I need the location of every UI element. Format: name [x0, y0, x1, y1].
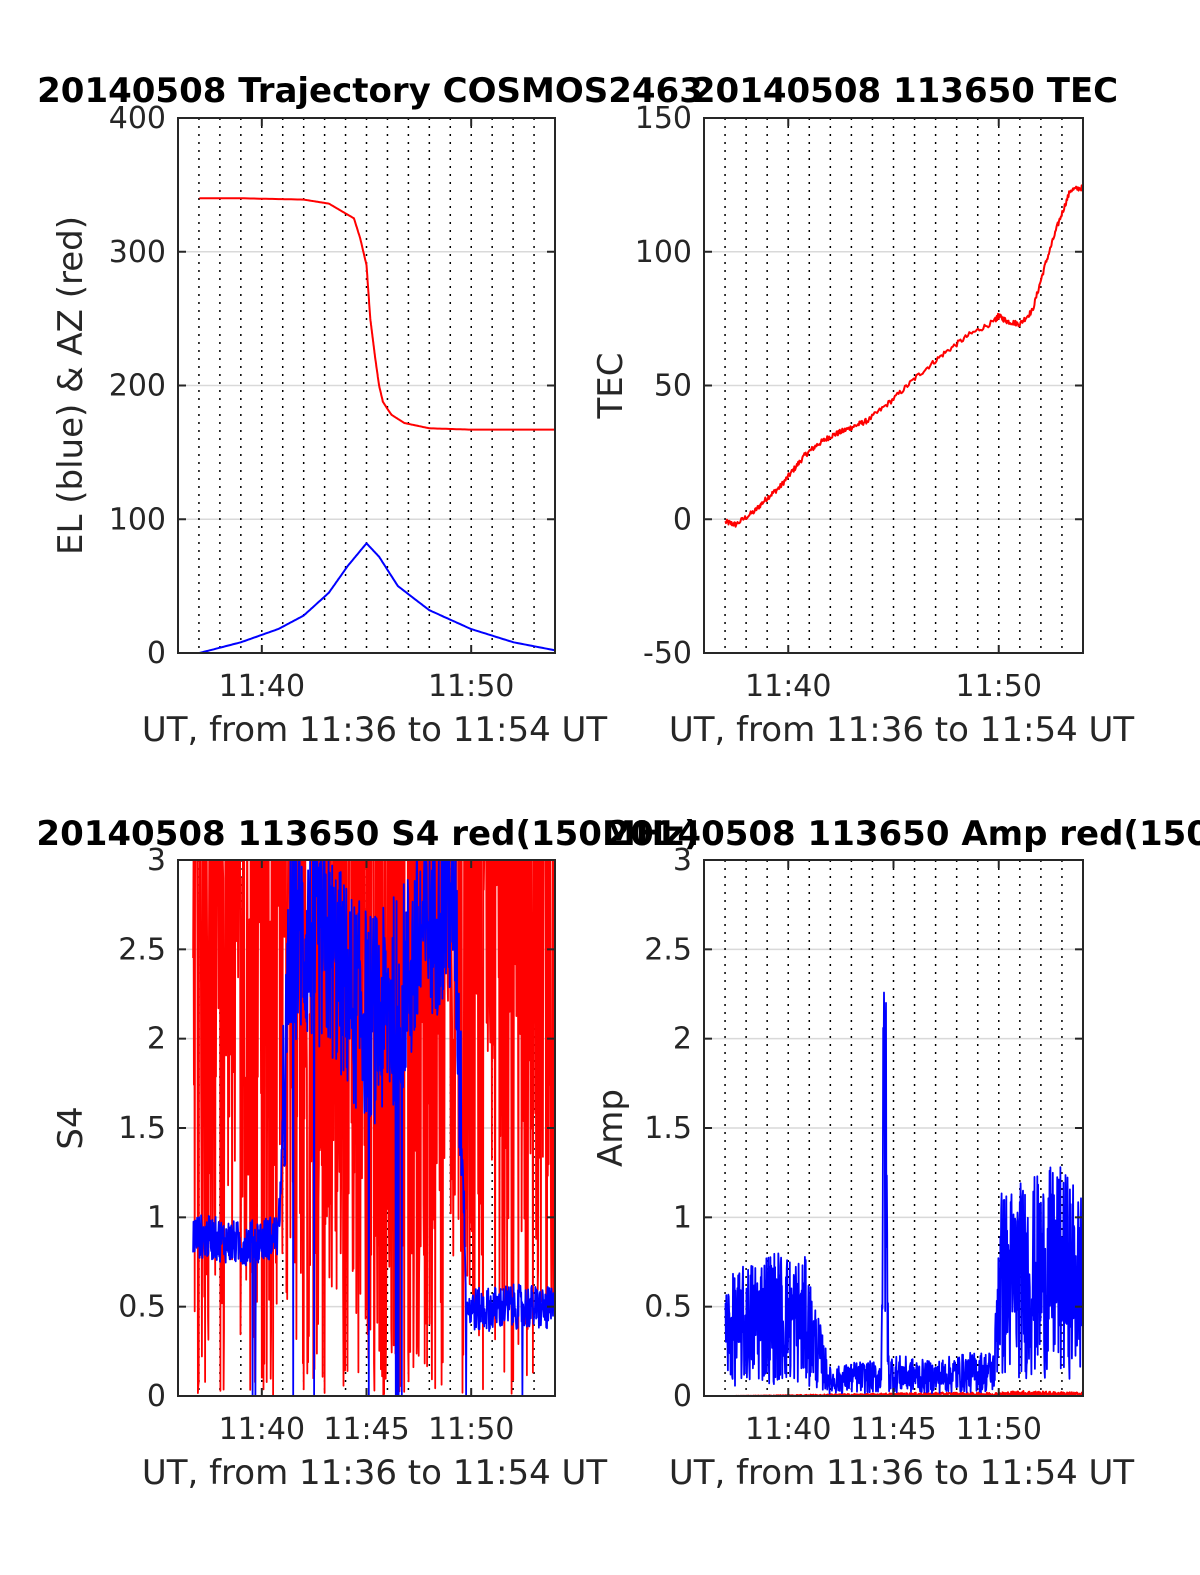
y-tick-label: 200 [109, 369, 166, 404]
chart-title: 20140508 113650 Amp red(150MHz) [606, 814, 1200, 854]
data-series-line [199, 197, 555, 431]
data-series-line [724, 991, 1084, 1395]
x-tick-label: 11:50 [956, 1412, 1042, 1447]
x-tick-label: 11:50 [428, 669, 514, 704]
y-tick-label: 2.5 [118, 932, 166, 967]
data-series-line [192, 859, 556, 1397]
chart-title: 20140508 113650 TEC [692, 71, 1118, 111]
data-series-line [724, 184, 1084, 528]
y-axis-label: Amp [591, 1089, 631, 1167]
y-tick-label: 0 [673, 502, 692, 537]
y-tick-label: 100 [109, 502, 166, 537]
y-tick-label: 1.5 [118, 1111, 166, 1146]
y-tick-label: 1 [147, 1200, 166, 1235]
x-tick-label: 11:40 [219, 1412, 305, 1447]
x-axis-label: UT, from 11:36 to 11:54 UT [142, 1453, 608, 1493]
x-axis-label: UT, from 11:36 to 11:54 UT [669, 710, 1135, 750]
y-tick-label: 100 [635, 235, 692, 270]
chart-panel-1: 0 100 200 300 400 11:40 11:50 UT, from 11:36 to… [37, 71, 703, 750]
y-tick-label: 50 [654, 369, 692, 404]
y-tick-label: 0 [147, 1379, 166, 1414]
x-tick-label: 11:45 [323, 1412, 409, 1447]
y-axis-label: TEC [591, 353, 631, 420]
y-tick-label: 3 [673, 843, 692, 878]
x-axis-label: UT, from 11:36 to 11:54 UT [142, 710, 608, 750]
y-tick-label: 0 [147, 636, 166, 671]
x-tick-label: 11:50 [428, 1412, 514, 1447]
x-tick-label: 11:40 [745, 669, 831, 704]
y-tick-label: 0.5 [644, 1290, 692, 1325]
y-tick-label: 2 [147, 1022, 166, 1057]
chart-panel-4: 0 0.5 1 1.5 2 2.5 3 11:40 11:45 11:50 UT, from 11:… [591, 814, 1200, 1493]
y-axis-label: EL (blue) & AZ (red) [51, 216, 91, 555]
chart-title: 20140508 Trajectory COSMOS2463 [37, 71, 703, 111]
chart-panel-2: -50 0 50 100 150 11:40 11:50 UT, from 11:36 to … [591, 71, 1134, 750]
data-series-line [199, 542, 556, 654]
y-tick-label: 3 [147, 843, 166, 878]
x-tick-label: 11:45 [850, 1412, 936, 1447]
y-axis-label: S4 [51, 1106, 91, 1149]
y-tick-label: 0 [673, 1379, 692, 1414]
x-axis-label: UT, from 11:36 to 11:54 UT [669, 1453, 1135, 1493]
y-tick-label: 300 [109, 235, 166, 270]
y-tick-label: 1 [673, 1200, 692, 1235]
y-tick-label: 1.5 [644, 1111, 692, 1146]
chart-panel-3: 0 0.5 1 1.5 2 2.5 3 11:40 11:45 11:50 UT, from 11:… [36, 814, 699, 1493]
y-tick-label: 0.5 [118, 1290, 166, 1325]
y-tick-label: 2 [673, 1022, 692, 1057]
x-tick-label: 11:50 [956, 669, 1042, 704]
y-tick-label: -50 [643, 636, 692, 671]
y-tick-label: 2.5 [644, 932, 692, 967]
y-tick-label: 400 [109, 101, 166, 136]
y-tick-label: 150 [635, 101, 692, 136]
x-tick-label: 11:40 [219, 669, 305, 704]
x-tick-label: 11:40 [745, 1412, 831, 1447]
chart-title: 20140508 113650 S4 red(150MHz) [36, 814, 699, 854]
